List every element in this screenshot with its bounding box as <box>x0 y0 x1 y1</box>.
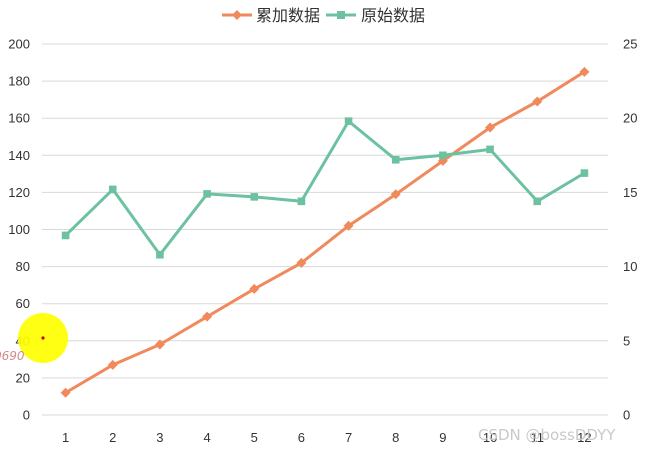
data-point <box>486 145 494 154</box>
cursor-dot <box>41 336 45 340</box>
x-tick-label: 12 <box>577 430 591 445</box>
data-point <box>108 185 117 194</box>
watermark: CSDN @bossDDYY <box>478 426 616 444</box>
y-left-tick-label: 0 <box>23 408 30 423</box>
data-point <box>156 250 164 259</box>
y-left-tick-label: 180 <box>8 74 30 89</box>
legend: 累加数据 原始数据 <box>222 6 425 25</box>
y-right-tick-label: 0 <box>623 408 630 423</box>
data-point <box>343 220 354 231</box>
legend-label: 原始数据 <box>361 6 425 25</box>
y-left-tick-label: 60 <box>16 296 30 311</box>
data-point <box>532 96 543 107</box>
x-tick-label: 2 <box>109 430 116 445</box>
y-left-tick-label: 120 <box>8 185 30 200</box>
data-point <box>580 169 589 177</box>
x-tick-label: 4 <box>203 430 210 445</box>
x-tick-label: 5 <box>251 430 258 445</box>
partial-label: 0690 <box>0 349 25 363</box>
data-point <box>61 231 70 240</box>
y-axis-right: 0 5 10 15 20 25 <box>623 37 637 423</box>
x-tick-label: 10 <box>483 430 497 445</box>
data-point <box>391 155 400 164</box>
y-left-tick-label: 20 <box>16 370 30 385</box>
data-point <box>296 257 307 268</box>
legend-marker <box>337 11 345 19</box>
data-point <box>485 122 496 133</box>
y-left-tick-label: 100 <box>8 222 30 237</box>
x-tick-label: 11 <box>531 430 545 445</box>
data-point <box>344 117 353 125</box>
series-line <box>64 119 586 257</box>
series-line <box>64 70 586 395</box>
data-point <box>297 197 306 206</box>
y-left-tick-label: 160 <box>8 111 30 126</box>
data-point <box>60 387 71 398</box>
data-point <box>203 190 211 198</box>
x-tick-label: 3 <box>156 430 163 445</box>
y-axis-left: 020406080100120140160180200 <box>8 37 30 423</box>
gridlines <box>42 43 608 416</box>
y-left-tick-label: 80 <box>16 259 30 274</box>
y-right-tick-label: 10 <box>623 259 637 274</box>
y-right-tick-label: 20 <box>623 111 637 126</box>
legend-marker <box>232 10 242 20</box>
x-tick-label: 6 <box>298 430 305 445</box>
data-point <box>390 189 401 200</box>
data-point <box>579 66 590 77</box>
x-tick-label: 8 <box>392 430 399 445</box>
x-tick-label: 9 <box>439 430 446 445</box>
x-tick-label: 1 <box>62 430 69 445</box>
y-left-tick-label: 200 <box>8 37 30 52</box>
y-right-tick-label: 25 <box>623 37 637 52</box>
legend-label: 累加数据 <box>256 6 320 25</box>
data-point <box>533 197 542 206</box>
data-point <box>250 193 259 201</box>
x-axis: 1 2 3 4 5 6 7 8 9 10 11 12 <box>62 430 592 445</box>
data-point <box>249 283 260 294</box>
data-point <box>154 339 165 350</box>
y-left-tick-label: 140 <box>8 148 30 163</box>
data-point <box>202 311 213 322</box>
y-right-tick-label: 5 <box>623 333 630 348</box>
data-point <box>439 151 447 160</box>
x-tick-label: 7 <box>345 430 352 445</box>
data-point <box>107 359 118 370</box>
series-layer <box>60 66 590 398</box>
y-right-tick-label: 15 <box>623 185 637 200</box>
